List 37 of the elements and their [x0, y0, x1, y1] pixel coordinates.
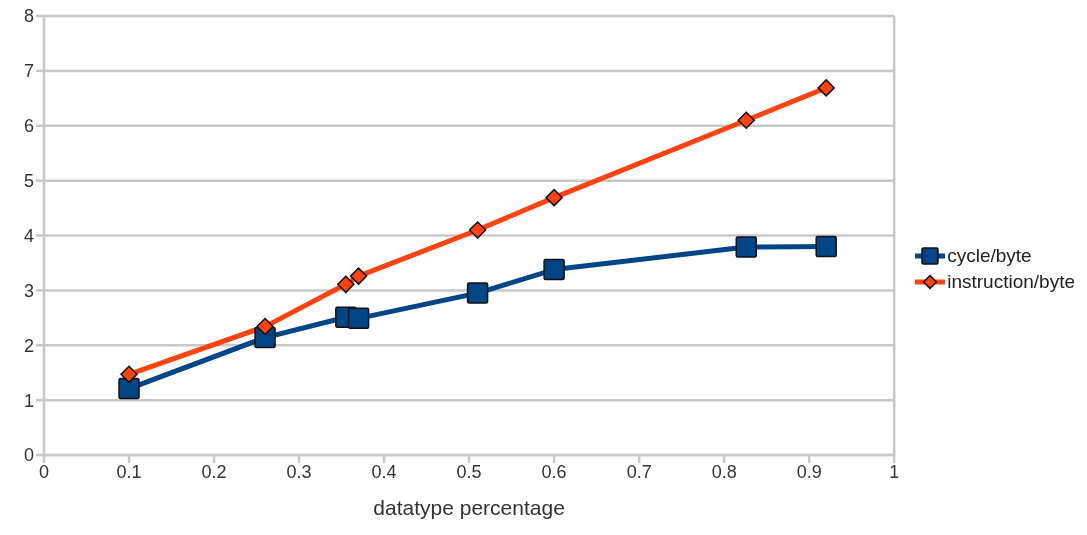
legend-label: cycle/byte [947, 244, 1032, 267]
y-tick-label: 6 [23, 116, 34, 137]
y-tick-label: 7 [23, 61, 34, 82]
y-tick-label: 1 [23, 390, 34, 411]
point [545, 188, 563, 207]
y-tick-label: 5 [23, 171, 34, 192]
point [466, 282, 489, 304]
x-tick-label: 0.2 [201, 461, 227, 482]
x-tick-label: 0.7 [626, 461, 652, 482]
point [347, 307, 370, 330]
point [120, 365, 138, 384]
x-tick-label: 0.1 [116, 461, 142, 482]
point [349, 267, 368, 285]
point [337, 275, 355, 294]
x-tick-label: 0.3 [286, 461, 312, 482]
point [737, 111, 756, 130]
point [118, 377, 140, 400]
x-tick-label: 0.4 [371, 461, 397, 482]
legend-label: instruction/byte [947, 270, 1075, 293]
y-tick-label: 2 [23, 335, 34, 356]
y-tick-label: 0 [23, 445, 34, 466]
y-tick-label: 4 [23, 225, 34, 246]
x-tick-label: 0.6 [541, 461, 567, 482]
y-tick-label: 3 [23, 280, 34, 301]
x-tick-label: 0 [38, 461, 50, 482]
y-tick-label: 8 [23, 6, 34, 27]
x-axis-title: datatype percentage [373, 496, 565, 519]
point [817, 79, 835, 97]
point [543, 258, 565, 281]
point [735, 236, 758, 258]
point [256, 317, 274, 336]
x-tick-label: 0.9 [796, 461, 822, 482]
x-tick-label: 1 [889, 461, 900, 482]
x-tick-label: 0.5 [456, 461, 482, 482]
x-tick-label: 0.8 [711, 461, 737, 482]
point [468, 221, 487, 239]
point [815, 235, 837, 258]
